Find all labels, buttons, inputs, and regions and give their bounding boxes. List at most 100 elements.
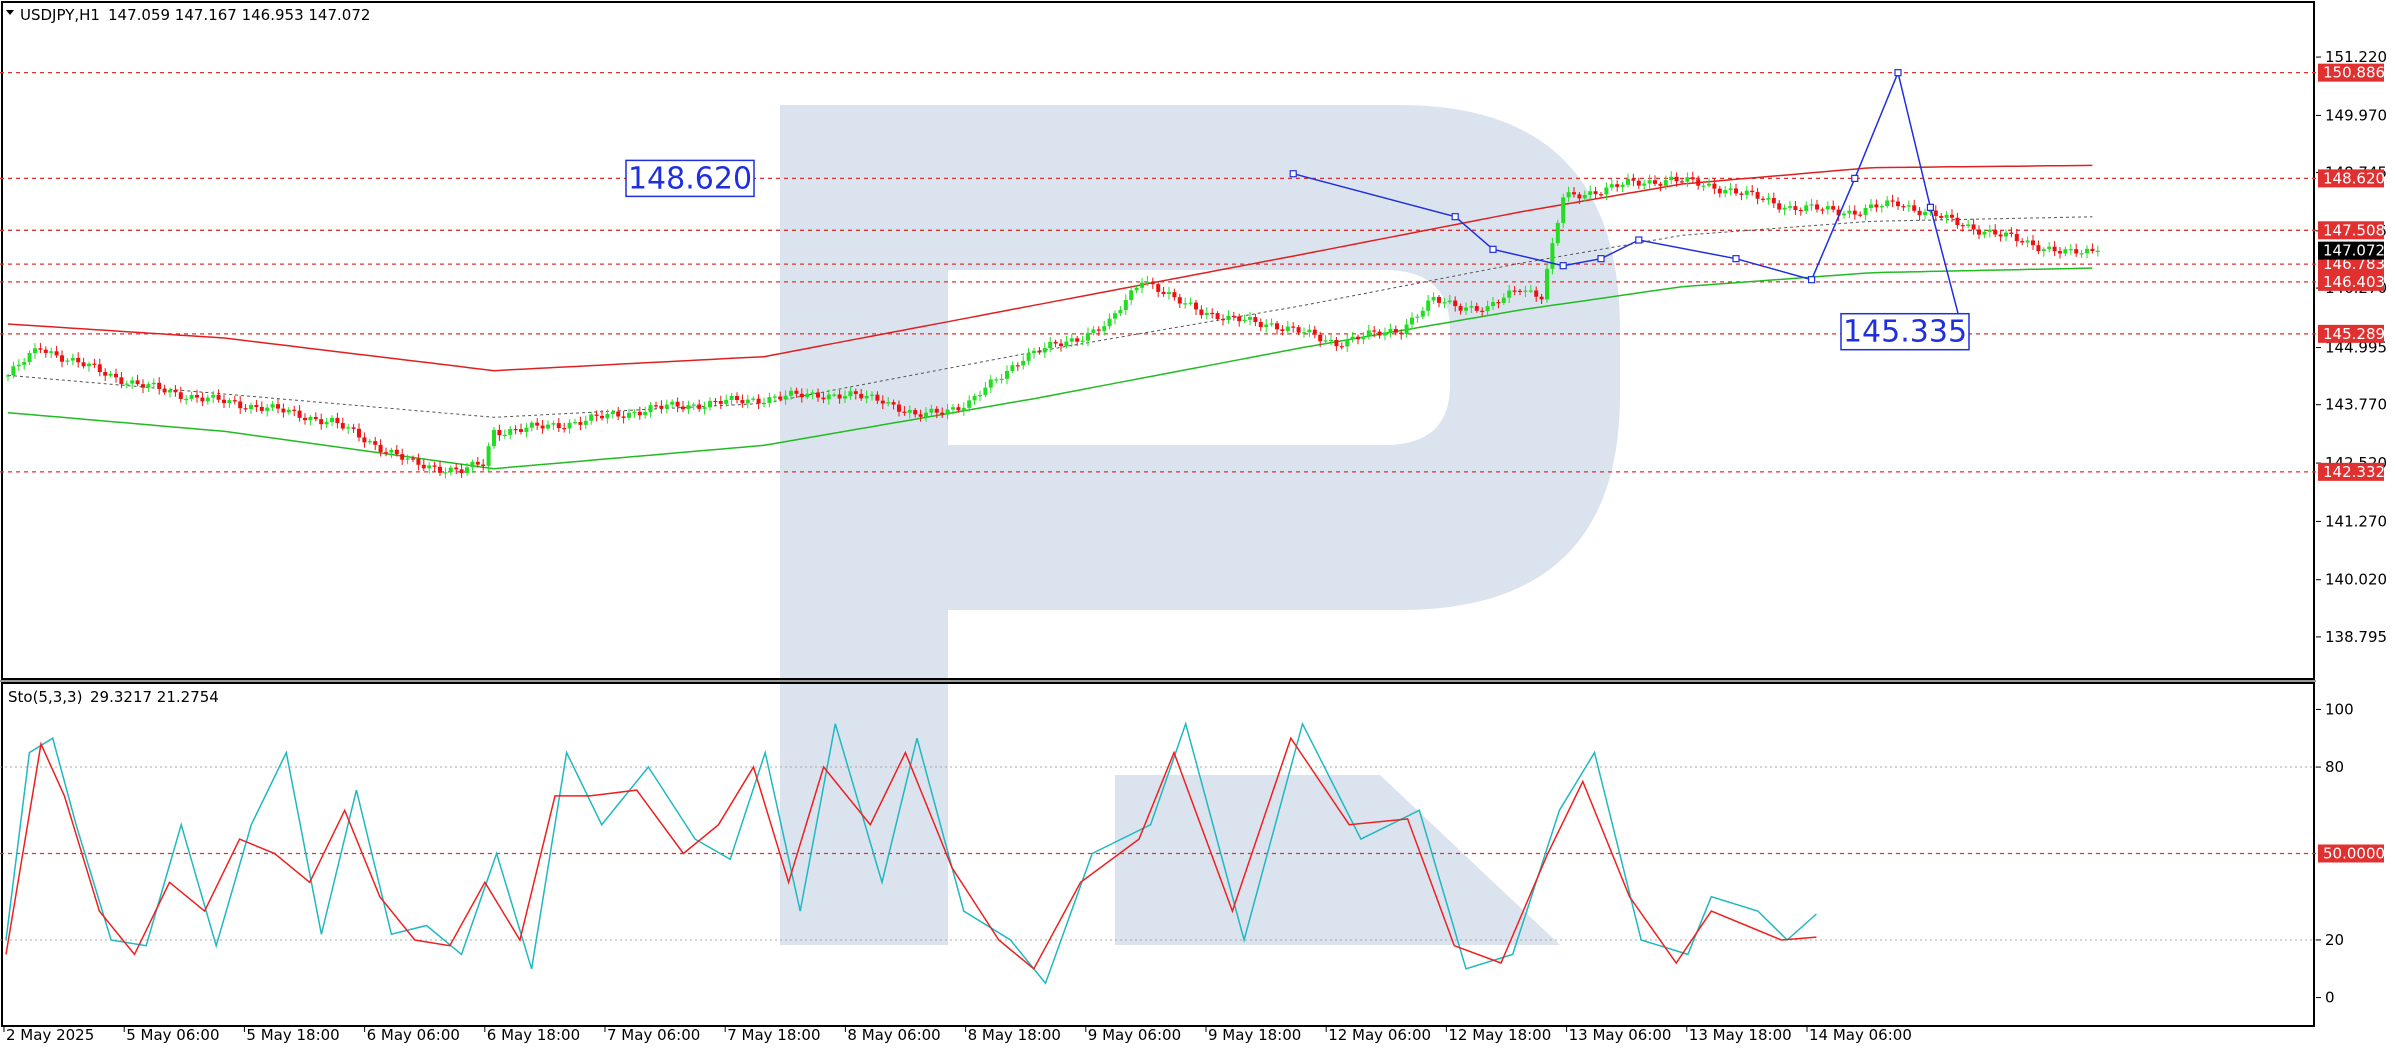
candle <box>978 390 982 402</box>
candle <box>648 402 653 418</box>
candle-body <box>864 395 869 399</box>
candle <box>1863 204 1868 221</box>
candle-body <box>1005 371 1009 379</box>
candle <box>1393 325 1398 336</box>
candle <box>853 388 858 400</box>
candle <box>38 342 43 354</box>
candle-body <box>1696 179 1701 186</box>
candle-body <box>1804 205 1809 211</box>
dropdown-triangle-icon[interactable] <box>6 10 14 15</box>
candle-body <box>65 360 70 362</box>
candle <box>60 350 64 368</box>
candle-body <box>1626 178 1630 185</box>
symbol-label: USDJPY,H1 <box>20 6 100 24</box>
candle-body <box>1631 178 1636 181</box>
candle <box>778 391 783 402</box>
candle-body <box>243 408 248 410</box>
forecast-point <box>1635 236 1643 244</box>
candle-body <box>600 415 604 419</box>
candle <box>205 394 210 405</box>
candle-body <box>1048 341 1053 349</box>
candle <box>1113 310 1117 325</box>
candle <box>1820 207 1825 215</box>
candle <box>1572 187 1576 198</box>
candle <box>1955 212 1960 229</box>
candle <box>151 378 156 388</box>
candle <box>308 415 313 426</box>
candle <box>643 406 648 419</box>
price-axis: 151.220149.970148.745147.495146.270144.9… <box>2316 48 2387 646</box>
candle-body <box>1669 176 1674 181</box>
candle-body <box>1264 324 1269 328</box>
candle <box>967 395 972 412</box>
candle <box>1275 320 1279 335</box>
candle <box>1545 263 1549 303</box>
candle-body <box>1102 326 1107 331</box>
candle-body <box>1788 206 1792 208</box>
time-tick-label: 9 May 06:00 <box>1088 1026 1181 1044</box>
candle-body <box>659 405 664 409</box>
candle-body <box>22 362 27 365</box>
candle-body <box>1496 302 1501 304</box>
candle-body <box>1118 310 1123 314</box>
candle <box>1075 335 1080 347</box>
candle-body <box>1307 329 1312 333</box>
candle-body <box>702 407 707 409</box>
candle <box>1971 218 1976 235</box>
candle-body <box>1572 192 1576 195</box>
candle-body <box>195 394 199 398</box>
candle-body <box>1604 187 1609 195</box>
candle-body <box>1545 268 1549 300</box>
candle <box>2079 249 2084 259</box>
candle-body <box>1296 327 1301 333</box>
candle <box>762 397 766 408</box>
candle <box>362 432 367 448</box>
candle <box>114 368 118 383</box>
candle-body <box>33 348 37 354</box>
candle-body <box>891 402 896 405</box>
candle <box>929 404 934 416</box>
candle-body <box>1842 213 1846 216</box>
time-tick-label: 13 May 18:00 <box>1689 1026 1792 1044</box>
candle <box>200 392 205 407</box>
candle-body <box>119 377 124 385</box>
candle <box>1107 313 1112 330</box>
candle-body <box>913 410 918 415</box>
candle <box>1636 177 1641 190</box>
candle-body <box>621 416 626 418</box>
candle <box>173 385 178 397</box>
candle <box>394 444 399 457</box>
candle <box>1080 335 1085 346</box>
candle-body <box>1221 319 1225 321</box>
ohlc-values: 147.059 147.167 146.953 147.072 <box>108 6 370 24</box>
candle <box>16 359 21 372</box>
candle <box>1042 342 1047 358</box>
candle-body <box>2014 233 2019 242</box>
candle <box>1339 342 1344 350</box>
candle <box>87 361 91 372</box>
candle <box>265 404 270 417</box>
level-lines <box>0 72 2316 473</box>
candle-body <box>1134 287 1139 291</box>
candle <box>2085 245 2089 259</box>
candle-body <box>81 362 86 367</box>
candle-body <box>319 419 324 425</box>
candle <box>610 409 615 419</box>
candle <box>454 463 459 475</box>
candle-body <box>697 404 702 409</box>
stoch-axis-label: 0 <box>2325 989 2335 1007</box>
candle <box>535 418 540 430</box>
candle-body <box>1755 192 1760 199</box>
watermark-logo <box>780 105 1620 945</box>
candle-body <box>1291 326 1296 328</box>
stoch-name: Sto(5,3,3) <box>8 688 82 706</box>
candle-body <box>1183 303 1188 305</box>
candle-body <box>1847 210 1852 214</box>
candle-body <box>1447 300 1452 303</box>
candle-body <box>1771 197 1776 204</box>
candle <box>1896 197 1900 210</box>
candle <box>178 386 183 403</box>
candle <box>913 408 918 418</box>
candle <box>1707 178 1711 188</box>
candle <box>184 395 189 405</box>
